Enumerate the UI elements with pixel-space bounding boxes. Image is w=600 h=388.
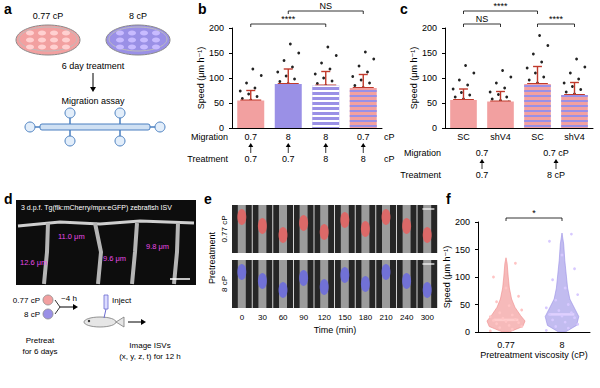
svg-text:8 cP: 8 cP	[24, 310, 40, 319]
svg-text:210: 210	[379, 313, 393, 322]
svg-text:Treatment: Treatment	[400, 170, 441, 180]
svg-text:0.7: 0.7	[282, 154, 295, 164]
svg-text:0.77: 0.77	[497, 340, 515, 350]
svg-text:for 6 days: for 6 days	[22, 347, 57, 356]
svg-text:150: 150	[209, 48, 224, 58]
svg-text:8: 8	[286, 132, 291, 142]
svg-text:Time (min): Time (min)	[314, 325, 357, 335]
svg-text:0.7 cP: 0.7 cP	[543, 148, 569, 158]
svg-text:shV4: shV4	[490, 132, 511, 142]
svg-text:60: 60	[279, 313, 288, 322]
svg-text:300: 300	[421, 313, 435, 322]
svg-text:8 cP: 8 cP	[547, 170, 565, 180]
svg-text:180: 180	[359, 313, 373, 322]
svg-text:Pretreat: Pretreat	[26, 336, 55, 345]
svg-text:Speed (μm h⁻¹): Speed (μm h⁻¹)	[409, 47, 419, 109]
svg-text:0: 0	[432, 123, 437, 133]
svg-text:0.7: 0.7	[244, 132, 257, 142]
svg-text:100: 100	[455, 272, 470, 282]
svg-text:shV4: shV4	[564, 132, 585, 142]
svg-text:Migration: Migration	[404, 148, 441, 158]
svg-text:3 d.p.f. Tg(flk:mCherry/mpx:eG: 3 d.p.f. Tg(flk:mCherry/mpx:eGFP) zebraf…	[21, 204, 172, 212]
svg-text:8: 8	[323, 154, 328, 164]
svg-text:Treatment: Treatment	[187, 154, 228, 164]
svg-text:Migration assay: Migration assay	[61, 96, 125, 106]
svg-text:9.8 μm: 9.8 μm	[146, 242, 169, 251]
svg-text:200: 200	[209, 23, 224, 33]
svg-text:50: 50	[214, 98, 224, 108]
svg-text:8 cP: 8 cP	[220, 276, 229, 292]
svg-text:240: 240	[400, 313, 414, 322]
svg-text:0: 0	[465, 327, 470, 337]
svg-text:8: 8	[323, 132, 328, 142]
svg-text:c: c	[400, 1, 408, 17]
svg-text:****: ****	[281, 14, 296, 24]
svg-text:100: 100	[209, 73, 224, 83]
svg-text:50: 50	[427, 98, 437, 108]
svg-text:Pretreatment viscosity (cP): Pretreatment viscosity (cP)	[480, 350, 588, 360]
svg-text:*: *	[532, 208, 536, 218]
svg-text:0.7: 0.7	[357, 132, 370, 142]
svg-text:NS: NS	[476, 14, 489, 24]
svg-text:cP: cP	[384, 154, 395, 164]
svg-text:200: 200	[455, 217, 470, 227]
svg-text:Inject: Inject	[112, 296, 132, 305]
svg-text:b: b	[198, 1, 207, 17]
svg-text:Pretreatment: Pretreatment	[207, 231, 217, 284]
svg-text:0.7: 0.7	[476, 170, 489, 180]
svg-text:SC: SC	[531, 132, 544, 142]
svg-text:0.77 cP: 0.77 cP	[13, 296, 40, 305]
svg-text:Migration: Migration	[191, 132, 228, 142]
svg-text:6 day treatment: 6 day treatment	[62, 61, 125, 71]
svg-text:Speed (μm h⁻¹): Speed (μm h⁻¹)	[442, 246, 452, 308]
svg-text:d: d	[4, 191, 13, 207]
svg-text:8 cP: 8 cP	[129, 11, 147, 21]
svg-text:100: 100	[422, 73, 437, 83]
svg-text:****: ****	[493, 1, 508, 11]
svg-text:(x, y, z, t) for 12 h: (x, y, z, t) for 12 h	[119, 352, 181, 361]
svg-text:0.7: 0.7	[244, 154, 257, 164]
svg-text:50: 50	[460, 300, 470, 310]
svg-text:f: f	[446, 191, 451, 207]
svg-text:Image ISVs: Image ISVs	[129, 341, 170, 350]
svg-text:0: 0	[219, 123, 224, 133]
svg-text:****: ****	[549, 14, 564, 24]
svg-text:8: 8	[361, 154, 366, 164]
svg-text:0: 0	[240, 313, 245, 322]
svg-text:a: a	[4, 1, 12, 17]
svg-text:0.7: 0.7	[476, 148, 489, 158]
svg-text:30: 30	[258, 313, 267, 322]
svg-text:8: 8	[559, 340, 564, 350]
svg-text:0.77 cP: 0.77 cP	[33, 11, 64, 21]
svg-text:120: 120	[318, 313, 332, 322]
svg-text:Speed (μm h⁻¹): Speed (μm h⁻¹)	[196, 47, 206, 109]
svg-text:150: 150	[455, 245, 470, 255]
svg-text:SC: SC	[457, 132, 470, 142]
svg-text:9.6 μm: 9.6 μm	[103, 254, 126, 263]
svg-text:150: 150	[422, 48, 437, 58]
svg-text:11.0 μm: 11.0 μm	[58, 232, 85, 241]
svg-text:0.77 cP: 0.77 cP	[220, 215, 229, 242]
svg-text:e: e	[204, 191, 212, 207]
svg-text:NS: NS	[319, 1, 332, 11]
svg-text:~4 h: ~4 h	[61, 294, 77, 303]
svg-text:200: 200	[422, 23, 437, 33]
svg-text:12.6 μm: 12.6 μm	[20, 258, 47, 267]
svg-text:150: 150	[338, 313, 352, 322]
svg-text:cP: cP	[384, 132, 395, 142]
svg-text:90: 90	[299, 313, 308, 322]
